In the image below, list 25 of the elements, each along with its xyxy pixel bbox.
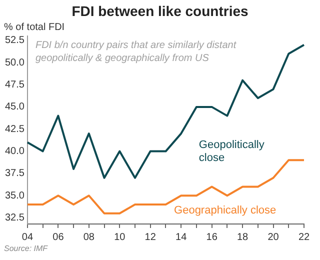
y-tick-label: 40.0	[4, 146, 25, 158]
y-tick-label: 45.0	[4, 102, 25, 113]
y-tick-label: 35.0	[4, 190, 25, 202]
x-tick-label: 14	[176, 232, 188, 243]
x-tick-label: 18	[236, 232, 249, 243]
y-tick-label: 32.5	[4, 212, 25, 224]
x-tick-label: 04	[22, 232, 34, 243]
x-tick-label: 06	[52, 232, 64, 243]
y-tick-label: 47.5	[4, 80, 25, 91]
y-tick-label: 42.5	[4, 124, 25, 135]
x-tick-label: 16	[206, 232, 218, 243]
x-tick-label: 08	[83, 232, 95, 243]
x-tick-label: 10	[114, 232, 126, 243]
x-tick-label: 22	[298, 232, 310, 243]
series-label: Geographically close	[174, 204, 276, 217]
y-axis-title: % of total FDI	[4, 22, 65, 33]
source-note: Source: IMF	[4, 244, 48, 253]
y-tick-label: 50.0	[4, 57, 25, 68]
series-label: Geopolitically close	[198, 138, 265, 164]
x-tick-label: 12	[144, 232, 156, 243]
y-tick-label: 37.5	[4, 168, 25, 180]
annotation: FDI b/n country pairs that are similarly distant geopolitically & geographically from US	[35, 40, 238, 64]
y-tick-label: 52.5	[4, 35, 25, 46]
x-tick-label: 20	[268, 232, 280, 243]
chart-title: FDI between like countries	[70, 3, 250, 19]
